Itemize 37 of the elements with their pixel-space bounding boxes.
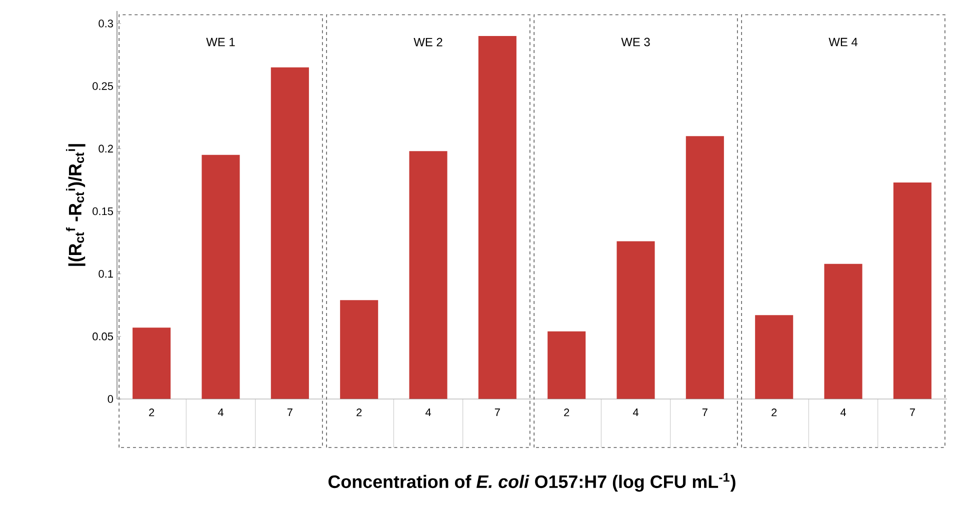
x-tick-label: 2 <box>564 408 570 416</box>
x-tick-label: 2 <box>772 408 777 416</box>
x-tick-label: 4 <box>425 408 431 416</box>
x-tick-label: 7 <box>287 408 292 416</box>
x-tick-label: 4 <box>218 408 224 416</box>
x-tick-label: 4 <box>632 408 638 416</box>
y-tick-label: 0.15 <box>92 207 114 216</box>
x-tick-label: 7 <box>910 408 915 416</box>
annotation: WE 2 <box>414 38 442 46</box>
x-axis-title: Concentration of E. coli O157:H7 (log CFU mL$^{-1}$) <box>328 473 736 492</box>
x-tick-label: 2 <box>356 408 362 416</box>
bar <box>548 331 586 399</box>
annotation: WE 4 <box>828 38 858 46</box>
bar <box>478 36 516 399</box>
bar <box>686 136 724 399</box>
y-tick-label: 0 <box>108 395 114 403</box>
bar <box>132 328 171 399</box>
bar <box>893 182 932 399</box>
x-tick-label: 7 <box>702 408 708 416</box>
y-tick-label: 0.3 <box>98 20 113 28</box>
annotation: WE 3 <box>621 38 650 46</box>
y-tick-label: 0.25 <box>92 82 114 90</box>
y-tick-label: 0.1 <box>98 270 113 278</box>
bar <box>270 67 309 399</box>
bar <box>202 154 240 399</box>
bar <box>755 315 794 399</box>
bar <box>409 151 448 399</box>
bar <box>616 241 655 399</box>
x-tick-label: 4 <box>840 408 846 416</box>
annotation: WE 1 <box>206 38 235 46</box>
x-tick-label: 7 <box>494 408 500 416</box>
y-tick-label: 0.2 <box>98 144 113 153</box>
y-tick-label: 0.05 <box>92 332 114 340</box>
bar <box>824 264 862 399</box>
x-tick-label: 2 <box>149 408 154 416</box>
text: |(R$_{ct}$$^{f}$ -R$_{ct}$$^{i}$)/R$_{ct}$$^{i}$| <box>66 144 86 266</box>
bar <box>340 300 378 399</box>
